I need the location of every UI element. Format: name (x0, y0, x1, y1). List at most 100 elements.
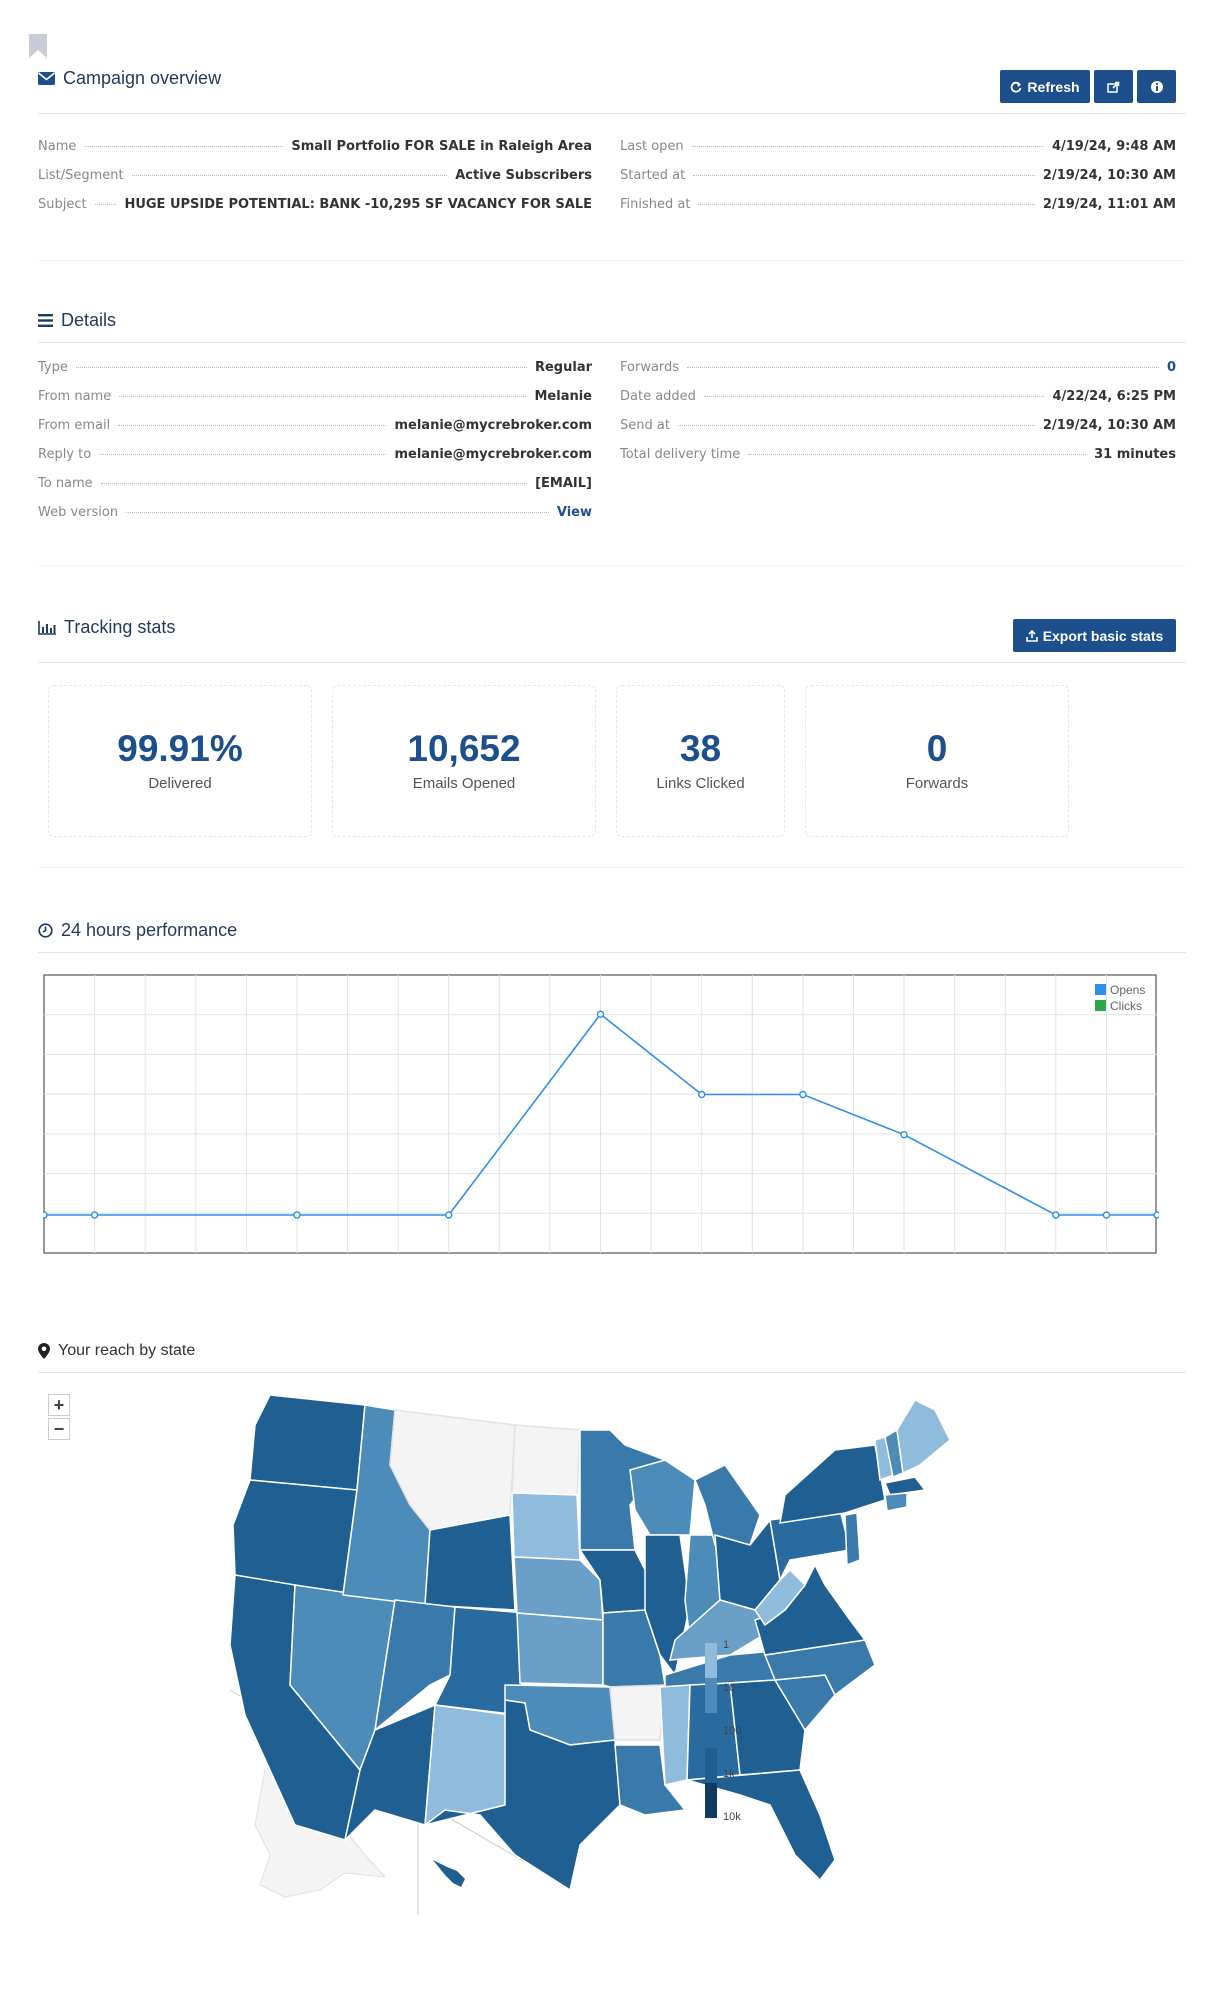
state-washington[interactable] (249, 1394, 366, 1491)
state-arkansas[interactable] (609, 1684, 666, 1741)
performance-chart: Opens Clicks (43, 974, 1159, 1254)
legend-clicks[interactable]: Clicks (1110, 999, 1142, 1013)
kv-value: Melanie (534, 389, 592, 404)
kv-key: Date added (620, 389, 696, 404)
state-massachusetts[interactable] (883, 1476, 927, 1496)
state-kansas[interactable] (516, 1612, 604, 1686)
data-point-opens[interactable] (43, 1211, 48, 1219)
stat-card-delivered: 99.91% Delivered (48, 685, 312, 837)
zoom-in-button[interactable]: + (48, 1394, 70, 1416)
data-point-opens[interactable] (293, 1211, 301, 1219)
kv-value: 2/19/24, 10:30 AM (1042, 418, 1176, 433)
stat-card-emails-opened: 10,652 Emails Opened (332, 685, 596, 837)
state-new-jersey[interactable] (844, 1512, 861, 1567)
state-mississippi[interactable] (659, 1684, 691, 1786)
kv-value: Regular (534, 360, 592, 375)
state-louisiana[interactable] (614, 1744, 687, 1816)
legend-swatch-opens (1095, 984, 1106, 995)
stat-value: 0 (926, 728, 948, 769)
kv-key: Last open (620, 139, 684, 154)
kv-value: 2/19/24, 11:01 AM (1042, 197, 1176, 212)
campaign-overview-label: Campaign overview (63, 68, 222, 88)
bar-chart-icon (38, 620, 56, 635)
zoom-out-button[interactable]: − (48, 1418, 70, 1440)
info-button[interactable] (1137, 70, 1176, 103)
state-texas[interactable] (424, 1699, 621, 1892)
kv-value: melanie@mycrebroker.com (394, 447, 592, 462)
kv-value: HUGE UPSIDE POTENTIAL: BANK -10,295 SF V… (124, 197, 592, 212)
state-hawaii[interactable] (433, 1860, 465, 1887)
state-utah[interactable] (373, 1599, 456, 1732)
state-wyoming[interactable] (424, 1514, 516, 1611)
kv-key: Type (38, 360, 68, 375)
details-title: Details (38, 310, 116, 331)
bookmark-icon[interactable] (27, 33, 49, 59)
state-georgia[interactable] (729, 1679, 806, 1776)
data-point-opens[interactable] (445, 1211, 453, 1219)
refresh-button[interactable]: Refresh (1000, 70, 1090, 103)
state-nebraska[interactable] (513, 1556, 604, 1621)
kv-row: Date added 4/22/24, 6:25 PM (620, 389, 1176, 409)
stat-label: Delivered (148, 775, 212, 792)
kv-value: melanie@mycrebroker.com (394, 418, 592, 433)
kv-row: Started at 2/19/24, 10:30 AM (620, 168, 1176, 188)
data-point-opens[interactable] (799, 1090, 807, 1099)
kv-key: From name (38, 389, 112, 404)
state-michigan[interactable] (694, 1464, 761, 1546)
state-new-york[interactable] (779, 1444, 886, 1524)
kv-value: 4/22/24, 6:25 PM (1052, 389, 1176, 404)
stat-value: 99.91% (117, 728, 243, 769)
state-south-dakota[interactable] (511, 1492, 581, 1561)
state-florida[interactable] (686, 1769, 836, 1882)
data-point-opens[interactable] (1102, 1211, 1111, 1219)
kv-value: 0 (1166, 360, 1176, 375)
data-point-opens[interactable] (90, 1211, 99, 1219)
share-button[interactable] (1094, 70, 1133, 103)
legend-tick: 10 (723, 1682, 735, 1694)
list-icon (38, 314, 53, 327)
kv-key: Send at (620, 418, 670, 433)
kv-row: Forwards 0 (620, 360, 1176, 380)
us-reach-map[interactable]: 1 10 100 1k 10k (225, 1385, 1005, 1915)
state-connecticut[interactable] (884, 1492, 908, 1512)
kv-key: Reply to (38, 447, 92, 462)
kv-key: Started at (620, 168, 686, 183)
export-label: Export basic stats (1042, 627, 1164, 644)
state-wisconsin[interactable] (629, 1459, 696, 1536)
kv-key: Finished at (620, 197, 691, 212)
legend-opens[interactable]: Opens (1110, 983, 1145, 997)
reach-label: Your reach by state (58, 1342, 196, 1359)
reach-title: Your reach by state (38, 1342, 195, 1360)
info-icon (1150, 80, 1163, 93)
data-point-opens[interactable] (596, 1010, 605, 1018)
data-point-opens[interactable] (1052, 1211, 1060, 1219)
stat-value: 10,652 (407, 728, 521, 769)
export-basic-stats-button[interactable]: Export basic stats (1013, 619, 1176, 652)
envelope-icon (38, 72, 55, 85)
state-north-dakota[interactable] (511, 1424, 581, 1496)
stat-label: Emails Opened (412, 775, 516, 792)
kv-key: Subject (38, 197, 87, 212)
refresh-label: Refresh (1027, 78, 1080, 95)
data-point-opens[interactable] (697, 1090, 706, 1099)
legend-tick: 1k (723, 1768, 735, 1780)
kv-key: To name (38, 476, 93, 491)
kv-key: From email (38, 418, 111, 433)
data-point-opens[interactable] (900, 1130, 908, 1139)
stat-label: Forwards (905, 775, 969, 792)
kv-row: Subject HUGE UPSIDE POTENTIAL: BANK -10,2… (38, 197, 592, 217)
kv-key: Total delivery time (620, 447, 741, 462)
kv-row: Finished at 2/19/24, 11:01 AM (620, 197, 1176, 217)
performance-label: 24 hours performance (61, 920, 238, 940)
kv-row: Name Small Portfolio FOR SALE in Raleigh … (38, 139, 592, 159)
legend-tick: 1 (723, 1639, 729, 1651)
kv-key: Name (38, 139, 77, 154)
kv-row: Send at 2/19/24, 10:30 AM (620, 418, 1176, 438)
stat-value: 38 (679, 728, 722, 769)
data-point-opens[interactable] (1153, 1211, 1159, 1219)
kv-value: Small Portfolio FOR SALE in Raleigh Area (291, 139, 592, 154)
share-icon (1107, 81, 1120, 93)
kv-key: Web version (38, 505, 119, 520)
web-version-link[interactable]: View (556, 505, 592, 520)
state-maine[interactable] (896, 1399, 951, 1475)
